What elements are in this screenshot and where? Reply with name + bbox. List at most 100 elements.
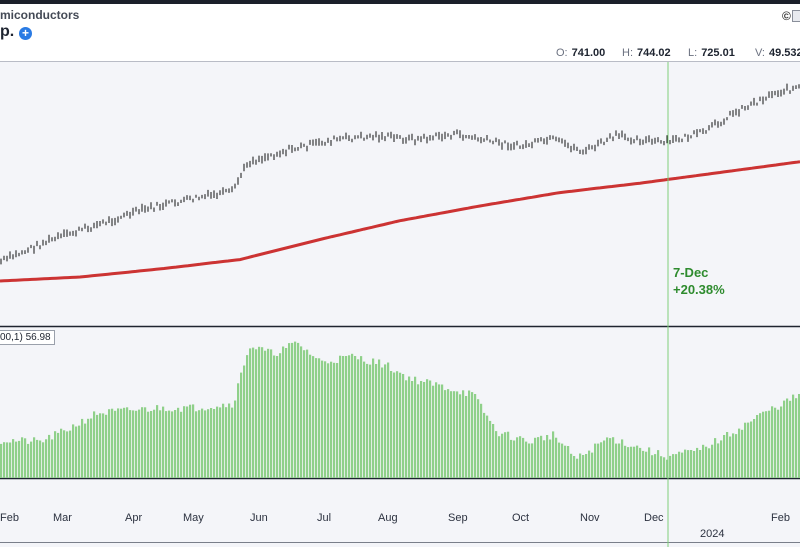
indicator-bar [696,447,699,478]
indicator-bar [564,445,567,478]
indicator-bar [219,407,222,478]
indicator-bar [60,428,63,478]
indicator-bar [258,346,261,478]
indicator-bar [333,362,336,478]
indicator-bar [192,404,195,478]
indicator-bar [267,348,270,478]
indicator-bar [102,413,105,478]
indicator-bar [675,454,678,478]
indicator-bar [642,450,645,478]
indicator-bar [510,439,513,478]
indicator-bar [648,447,651,478]
indicator-bar [453,391,456,478]
indicator-bar [288,343,291,478]
month-tick-label: Jun [250,512,268,524]
indicator-bar [15,441,18,478]
indicator-bar [24,438,27,478]
indicator-bar [384,364,387,478]
chart-header: miconductors p. + © O: 741.00 H: 744.02 L:… [0,4,800,62]
indicator-bar [123,407,126,478]
indicator-bar [345,356,348,478]
month-tick-label: Feb [0,512,19,524]
indicator-bar [237,383,240,478]
indicator-bar [717,443,720,478]
indicator-bar [714,438,717,478]
indicator-bar [579,453,582,478]
year-tick-label: 2024 [700,528,725,540]
add-plus-icon[interactable]: + [19,27,32,40]
indicator-bar [774,407,777,478]
indicator-bar [252,347,255,478]
month-tick-label: Oct [512,512,530,524]
indicator-bar [423,382,426,478]
indicator-bar [618,443,621,478]
indicator-bar [645,451,648,478]
indicator-bar [108,409,111,478]
indicator-bar [573,456,576,478]
indicator-bar [723,435,726,478]
indicator-bar [459,394,462,478]
indicator-bar [750,421,753,478]
indicator-bar [654,454,657,478]
indicator-bar [117,408,120,478]
indicator-bar [732,433,735,478]
indicator-bar [357,359,360,478]
indicator-bar [600,442,603,478]
ohlc-open-key: O: [556,47,568,59]
indicator-bar [234,400,237,478]
indicator-bar [558,442,561,478]
indicator-bar [429,380,432,478]
indicator-bar [519,436,522,478]
indicator-bar [465,396,468,478]
indicator-bar [765,411,768,478]
chart-canvas[interactable] [0,62,800,547]
indicator-bar [705,446,708,478]
indicator-bar [780,406,783,478]
ohlc-high-value: 744.02 [637,47,671,59]
indicator-bar [150,411,153,478]
indicator-bar [96,414,99,478]
ohlc-low: L: 725.01 [688,47,735,59]
indicator-bar [699,450,702,478]
indicator-bar [309,354,312,478]
indicator-bar [87,418,90,478]
copyright-icon: © [782,9,791,23]
price-panel[interactable] [0,62,800,327]
indicator-bar [609,438,612,478]
indicator-bar [528,443,531,478]
indicator-bar [471,392,474,478]
indicator-bar [435,382,438,478]
indicator-bar [726,432,729,478]
indicator-bar [561,443,564,478]
indicator-bar [711,444,714,478]
indicator-bar [207,409,210,478]
indicator-bar [300,346,303,478]
indicator-bar [21,437,24,478]
ohlc-volume: V: 49.532 [755,47,800,59]
month-tick-label: Jul [317,512,332,524]
indicator-bar [636,445,639,478]
indicator-bar [372,358,375,478]
indicator-bar [735,434,738,478]
indicator-bar [156,405,159,478]
indicator-bar [297,342,300,478]
indicator-bar [507,431,510,478]
indicator-bar [426,379,429,478]
indicator-bar [663,457,666,478]
indicator-bar [525,441,528,478]
indicator-bar [594,443,597,478]
month-tick-label: Mar [53,512,72,524]
indicator-bar [81,418,84,478]
indicator-bar [285,348,288,478]
indicator-bar [432,385,435,478]
indicator-bar [669,455,672,478]
indicator-bar [354,356,357,478]
month-tick-label: May [183,512,204,524]
indicator-bar [315,358,318,478]
indicator-bar [537,437,540,478]
indicator-bar [729,436,732,478]
indicator-bar [216,406,219,478]
indicator-bar [378,359,381,478]
window-icon[interactable] [792,10,800,22]
indicator-bar [492,424,495,478]
